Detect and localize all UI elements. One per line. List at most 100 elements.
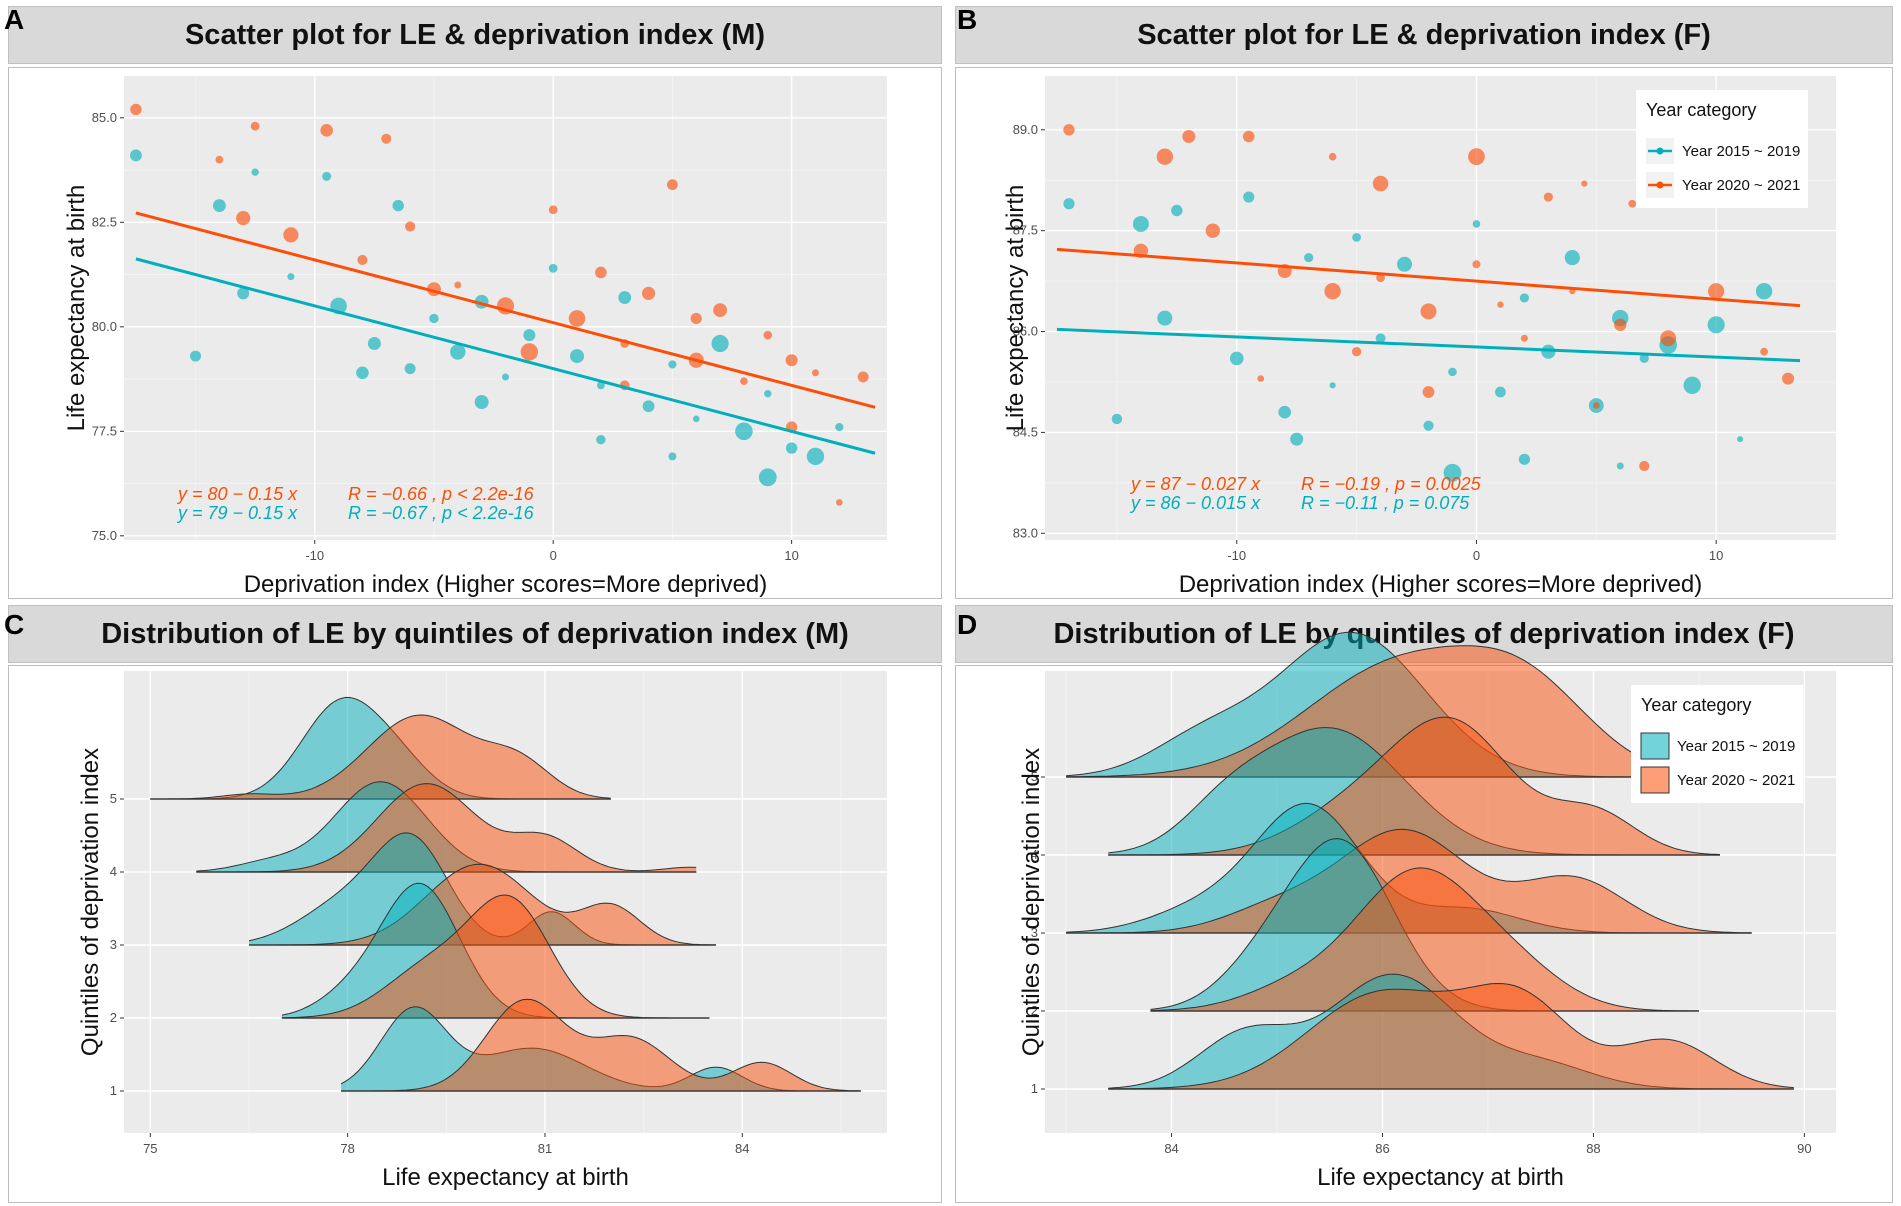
data-point-2015-2019 [367, 337, 381, 351]
data-point-2015-2019 [1171, 204, 1183, 217]
data-point-2020-2021 [785, 354, 798, 367]
y-tick-label: 83.0 [1013, 525, 1038, 540]
y-tick-label: 1 [1031, 1081, 1038, 1096]
data-point-2015-2019 [1518, 453, 1530, 465]
data-point-2020-2021 [1497, 301, 1504, 308]
data-point-2020-2021 [1205, 223, 1220, 238]
data-point-2015-2019 [1564, 249, 1580, 266]
x-tick-label: 75 [143, 1141, 157, 1156]
y-tick-label: 5 [110, 791, 117, 806]
data-point-2015-2019 [1397, 256, 1413, 272]
data-point-2020-2021 [1592, 402, 1600, 409]
data-point-2020-2021 [1660, 330, 1677, 347]
data-point-2020-2021 [1708, 283, 1725, 300]
y-tick-label: 85.0 [92, 110, 117, 125]
y-axis-title: Quintiles of deprivation index [1018, 748, 1045, 1056]
x-tick-label: 88 [1586, 1141, 1600, 1156]
y-tick-label: 86.0 [1013, 324, 1038, 339]
x-tick-label: 10 [1709, 548, 1723, 563]
data-point-2015-2019 [287, 273, 295, 281]
data-point-2015-2019 [668, 452, 677, 461]
data-point-2015-2019 [806, 447, 825, 466]
x-tick-label: 90 [1797, 1141, 1811, 1156]
data-point-2020-2021 [1257, 375, 1265, 382]
regression-line [135, 257, 876, 455]
y-tick-label: 2 [110, 1010, 117, 1025]
data-point-2020-2021 [1628, 199, 1637, 208]
data-point-2020-2021 [1543, 192, 1553, 202]
x-tick-label: -10 [305, 548, 324, 563]
data-point-2020-2021 [1182, 130, 1196, 144]
data-point-2020-2021 [320, 124, 333, 137]
correlation-stat: R = −0.19 , p = 0.0025 [1301, 474, 1482, 494]
data-point-2015-2019 [1448, 367, 1457, 377]
legend-label-late: Year 2020 ~ 2021 [1682, 177, 1800, 194]
density-2020-2021-q4 [196, 783, 697, 872]
data-point-2020-2021 [454, 281, 462, 289]
density-2020-2021-q1 [1108, 983, 1794, 1089]
data-point-2015-2019 [735, 422, 753, 441]
ridgeline-chart-d: 84 86 88 90 1 2 3 4 5 Life expectancy at birth Qui… [1018, 631, 1836, 1191]
y-tick-label: 3 [110, 937, 117, 952]
y-axis-title: Quintiles of deprivation index [77, 748, 104, 1056]
data-point-2015-2019 [1737, 436, 1744, 443]
panel-c-title: Distribution of LE by quintiles of depri… [8, 605, 942, 663]
correlation-stat: R = −0.67 , p < 2.2e-16 [348, 503, 535, 523]
density-outline-q4 [1108, 716, 1721, 856]
data-point-2015-2019 [474, 395, 489, 410]
data-point-2015-2019 [1111, 413, 1123, 425]
data-point-2015-2019 [1304, 252, 1314, 263]
data-point-2020-2021 [1376, 273, 1385, 283]
y-tick-label: 87.5 [1013, 223, 1038, 238]
data-point-2015-2019 [1616, 462, 1624, 470]
regression-equation: y = 87 − 0.027 x [1129, 474, 1261, 494]
data-point-2020-2021 [283, 227, 299, 243]
data-point-2020-2021 [1420, 303, 1437, 320]
y-tick-label: 3 [1031, 925, 1038, 940]
data-point-2015-2019 [1278, 405, 1291, 419]
data-point-2020-2021 [1782, 372, 1795, 385]
panel-b-letter: B [957, 4, 978, 35]
data-point-2015-2019 [692, 415, 700, 423]
data-point-2015-2019 [392, 199, 404, 212]
data-point-2020-2021 [763, 330, 773, 340]
density-2020-2021-q5 [150, 715, 611, 799]
panel-d-letter: D [957, 609, 978, 640]
data-point-2015-2019 [711, 334, 729, 353]
y-tick-label: 5 [1031, 769, 1038, 784]
data-point-2015-2019 [596, 381, 605, 390]
density-outline-q1 [1108, 982, 1794, 1090]
data-point-2015-2019 [1639, 353, 1649, 364]
y-axis-title: Life expectancy at birth [63, 185, 90, 432]
x-axis-title: Life expectancy at birth [1317, 1164, 1564, 1191]
x-tick-label: 81 [538, 1141, 552, 1156]
data-point-2020-2021 [811, 369, 819, 377]
data-point-2020-2021 [667, 179, 678, 191]
correlation-stat: R = −0.11 , p = 0.075 [1301, 493, 1470, 513]
data-point-2015-2019 [212, 199, 226, 212]
data-point-2020-2021 [1156, 148, 1174, 165]
data-point-2015-2019 [1423, 420, 1434, 431]
legend-key-point [1656, 147, 1664, 155]
data-point-2020-2021 [568, 310, 586, 327]
legend-label-early: Year 2015 ~ 2019 [1682, 143, 1800, 160]
correlation-stat: R = −0.66 , p < 2.2e-16 [348, 484, 535, 504]
data-point-2020-2021 [1614, 318, 1627, 332]
density-2020-2021-q3 [249, 864, 716, 945]
panel-b-title: Scatter plot for LE & deprivation index … [955, 6, 1893, 64]
data-point-2020-2021 [1351, 347, 1362, 357]
data-point-2020-2021 [1472, 260, 1481, 269]
data-point-2015-2019 [668, 360, 677, 369]
data-point-2015-2019 [642, 400, 655, 413]
data-point-2020-2021 [595, 266, 607, 279]
data-point-2015-2019 [1063, 198, 1075, 210]
x-tick-label: 0 [550, 548, 557, 563]
data-point-2015-2019 [1707, 316, 1725, 334]
legend-label-early: Year 2015 ~ 2019 [1677, 738, 1795, 755]
data-point-2015-2019 [1243, 191, 1255, 203]
x-tick-label: 78 [340, 1141, 354, 1156]
legend-key-fill [1640, 732, 1670, 760]
data-point-2020-2021 [381, 133, 392, 144]
x-tick-label: 84 [1164, 1141, 1178, 1156]
density-2015-2019-q2 [1150, 838, 1699, 1011]
